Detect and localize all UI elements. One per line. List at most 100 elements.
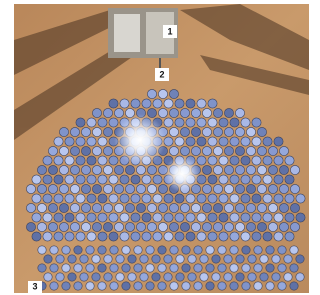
heliostat bbox=[182, 282, 190, 290]
heliostat bbox=[206, 282, 214, 290]
heliostat bbox=[208, 175, 217, 184]
heliostat bbox=[125, 184, 134, 193]
heliostat bbox=[218, 264, 226, 272]
heliostat bbox=[110, 264, 118, 272]
heliostat bbox=[296, 213, 305, 222]
heliostat bbox=[122, 264, 130, 272]
heliostat bbox=[219, 213, 228, 222]
heliostat bbox=[164, 255, 172, 263]
heliostat bbox=[254, 282, 262, 290]
heliostat bbox=[208, 232, 217, 241]
heliostat bbox=[56, 255, 64, 263]
heliostat bbox=[285, 156, 294, 165]
heliostat bbox=[290, 222, 299, 231]
heliostat bbox=[65, 194, 74, 203]
heliostat bbox=[266, 282, 274, 290]
heliostat bbox=[268, 165, 277, 174]
heliostat bbox=[92, 127, 101, 136]
heliostat bbox=[257, 203, 266, 212]
heliostat bbox=[263, 232, 272, 241]
heliostat bbox=[246, 165, 255, 174]
sun-glare bbox=[114, 114, 166, 166]
heliostat bbox=[169, 108, 178, 117]
heliostat bbox=[268, 203, 277, 212]
heliostat bbox=[241, 137, 250, 146]
heliostat bbox=[176, 255, 184, 263]
heliostat bbox=[114, 165, 123, 174]
heliostat bbox=[147, 165, 156, 174]
heliostat bbox=[109, 118, 118, 127]
heliostat bbox=[158, 246, 166, 254]
heliostat bbox=[152, 255, 160, 263]
heliostat bbox=[241, 232, 250, 241]
heliostat bbox=[246, 203, 255, 212]
heliostat bbox=[68, 255, 76, 263]
heliostat bbox=[188, 273, 196, 281]
heliostat bbox=[140, 255, 148, 263]
heliostat bbox=[296, 255, 304, 263]
heliostat bbox=[70, 184, 79, 193]
heliostat bbox=[235, 203, 244, 212]
heliostat bbox=[213, 165, 222, 174]
heliostat bbox=[224, 203, 233, 212]
heliostat bbox=[252, 175, 261, 184]
heliostat bbox=[87, 213, 96, 222]
heliostat bbox=[153, 213, 162, 222]
heliostat bbox=[241, 118, 250, 127]
heliostat bbox=[26, 203, 35, 212]
heliostat bbox=[136, 222, 145, 231]
heliostat bbox=[92, 184, 101, 193]
heliostat bbox=[43, 156, 52, 165]
heliostat bbox=[76, 213, 85, 222]
heliostat bbox=[191, 146, 200, 155]
heliostat bbox=[110, 246, 118, 254]
heliostat bbox=[147, 222, 156, 231]
heliostat bbox=[86, 282, 94, 290]
heliostat bbox=[122, 246, 130, 254]
heliostat bbox=[274, 156, 283, 165]
heliostat bbox=[87, 175, 96, 184]
aerial-photo: 1 2 3 bbox=[0, 0, 319, 295]
heliostat bbox=[131, 175, 140, 184]
heliostat bbox=[120, 232, 129, 241]
heliostat bbox=[213, 184, 222, 193]
heliostat bbox=[80, 255, 88, 263]
heliostat bbox=[290, 165, 299, 174]
heliostat bbox=[268, 222, 277, 231]
heliostat bbox=[26, 222, 35, 231]
heliostat bbox=[146, 282, 154, 290]
heliostat bbox=[186, 194, 195, 203]
heliostat bbox=[254, 246, 262, 254]
heliostat bbox=[142, 232, 151, 241]
heliostat bbox=[43, 213, 52, 222]
heliostat bbox=[206, 264, 214, 272]
heliostat bbox=[175, 137, 184, 146]
heliostat bbox=[246, 222, 255, 231]
heliostat bbox=[260, 255, 268, 263]
heliostat bbox=[186, 232, 195, 241]
heliostat bbox=[219, 194, 228, 203]
heliostat bbox=[296, 194, 305, 203]
heliostat bbox=[279, 203, 288, 212]
heliostat bbox=[70, 165, 79, 174]
heliostat bbox=[65, 137, 74, 146]
heliostat bbox=[68, 273, 76, 281]
heliostat bbox=[235, 146, 244, 155]
heliostat bbox=[70, 203, 79, 212]
heliostat bbox=[103, 222, 112, 231]
heliostat bbox=[219, 118, 228, 127]
heliostat bbox=[86, 246, 94, 254]
heliostat bbox=[131, 99, 140, 108]
heliostat bbox=[208, 213, 217, 222]
heliostat bbox=[213, 127, 222, 136]
heliostat bbox=[263, 175, 272, 184]
heliostat bbox=[246, 127, 255, 136]
heliostat bbox=[98, 232, 107, 241]
label: 3 bbox=[32, 281, 37, 291]
heliostat bbox=[200, 273, 208, 281]
heliostat bbox=[279, 184, 288, 193]
heliostat bbox=[186, 99, 195, 108]
heliostat bbox=[202, 127, 211, 136]
heliostat bbox=[197, 194, 206, 203]
heliostat bbox=[235, 165, 244, 174]
